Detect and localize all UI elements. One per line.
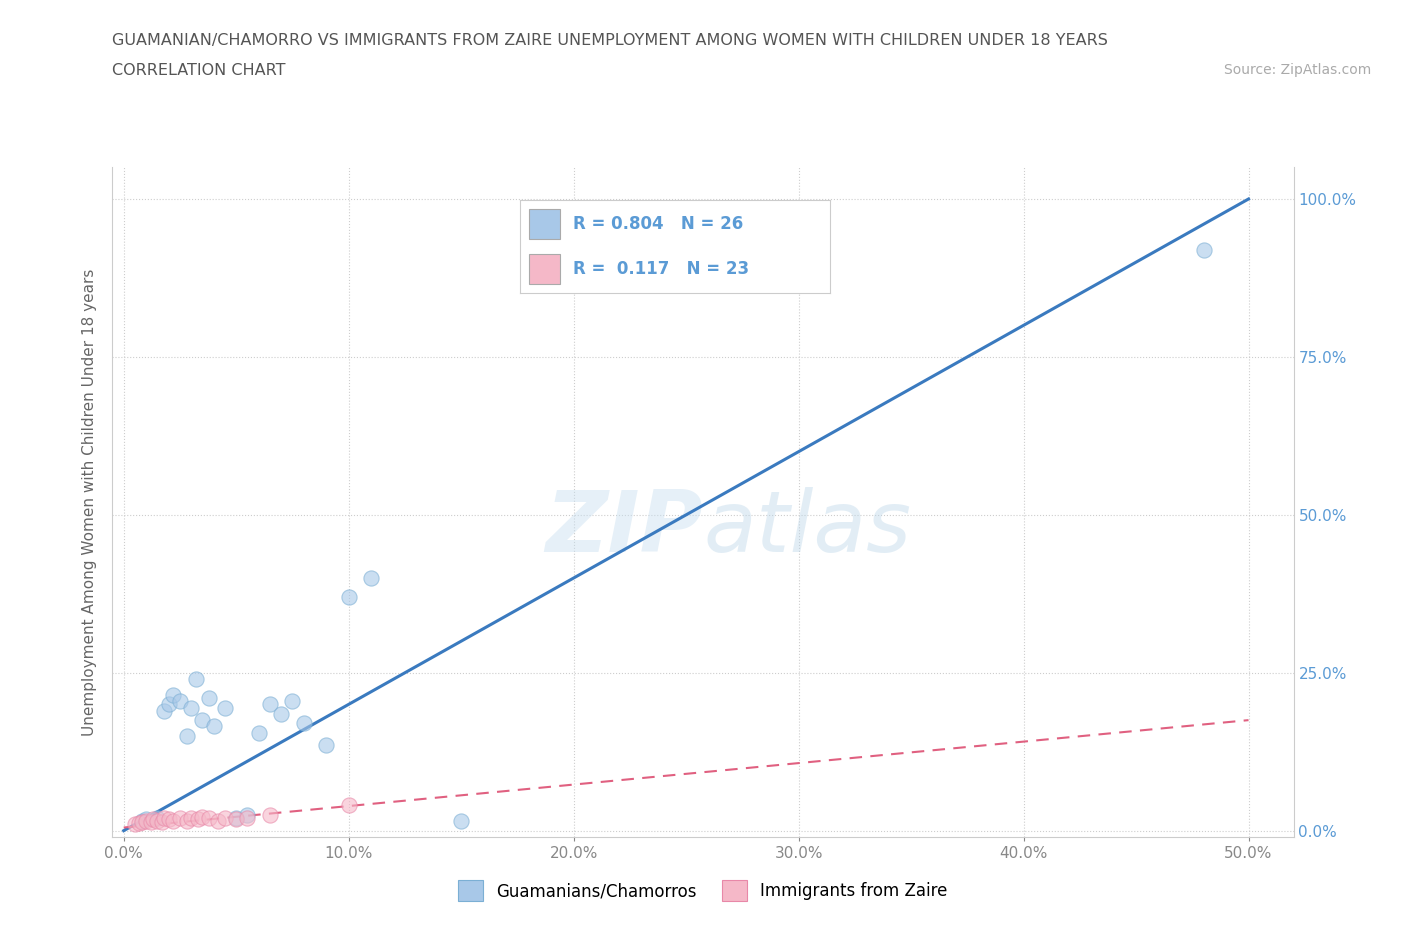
Point xyxy=(142,812,165,827)
Point xyxy=(139,815,162,830)
Point xyxy=(176,728,198,743)
FancyBboxPatch shape xyxy=(530,209,561,239)
FancyBboxPatch shape xyxy=(530,254,561,284)
Point xyxy=(176,814,198,829)
Point xyxy=(214,700,236,715)
Point xyxy=(1192,242,1215,257)
Point xyxy=(281,694,304,709)
Point xyxy=(157,812,180,827)
Point xyxy=(207,814,229,829)
Text: R =  0.117   N = 23: R = 0.117 N = 23 xyxy=(572,259,749,278)
Point xyxy=(128,816,150,830)
Point xyxy=(153,811,176,826)
Point xyxy=(214,811,236,826)
Point xyxy=(360,571,382,586)
Point xyxy=(162,687,184,702)
Point xyxy=(247,725,270,740)
Point xyxy=(337,590,360,604)
Point xyxy=(450,814,472,829)
Legend: Guamanians/Chamorros, Immigrants from Zaire: Guamanians/Chamorros, Immigrants from Za… xyxy=(450,872,956,909)
Point xyxy=(131,815,153,830)
Point xyxy=(236,807,259,822)
Point xyxy=(124,817,146,831)
Point xyxy=(259,697,281,711)
Point xyxy=(191,712,214,727)
Text: CORRELATION CHART: CORRELATION CHART xyxy=(112,63,285,78)
Text: R = 0.804   N = 26: R = 0.804 N = 26 xyxy=(572,215,742,233)
Point xyxy=(157,697,180,711)
Y-axis label: Unemployment Among Women with Children Under 18 years: Unemployment Among Women with Children U… xyxy=(82,269,97,736)
Point xyxy=(225,811,247,826)
Point xyxy=(191,809,214,824)
Text: GUAMANIAN/CHAMORRO VS IMMIGRANTS FROM ZAIRE UNEMPLOYMENT AMONG WOMEN WITH CHILDR: GUAMANIAN/CHAMORRO VS IMMIGRANTS FROM ZA… xyxy=(112,33,1108,47)
Point xyxy=(150,815,173,830)
Point xyxy=(187,812,209,827)
Point xyxy=(135,814,157,829)
Point xyxy=(315,738,337,753)
Point xyxy=(198,691,221,706)
Point xyxy=(180,811,202,826)
Point xyxy=(202,719,225,734)
Point xyxy=(135,812,157,827)
Point xyxy=(259,807,281,822)
Point xyxy=(169,811,191,826)
Point xyxy=(146,814,169,829)
Point xyxy=(162,814,184,829)
Point xyxy=(153,703,176,718)
Point xyxy=(169,694,191,709)
Point xyxy=(270,707,292,722)
Point xyxy=(652,242,675,257)
Point xyxy=(131,814,153,829)
Point xyxy=(236,811,259,826)
Point xyxy=(225,812,247,827)
Point xyxy=(146,811,169,826)
Point xyxy=(180,700,202,715)
Text: ZIP: ZIP xyxy=(546,487,703,570)
Text: Source: ZipAtlas.com: Source: ZipAtlas.com xyxy=(1223,63,1371,77)
Point xyxy=(184,671,207,686)
Point xyxy=(198,811,221,826)
Point xyxy=(292,716,315,731)
Point xyxy=(337,798,360,813)
Text: atlas: atlas xyxy=(703,487,911,570)
